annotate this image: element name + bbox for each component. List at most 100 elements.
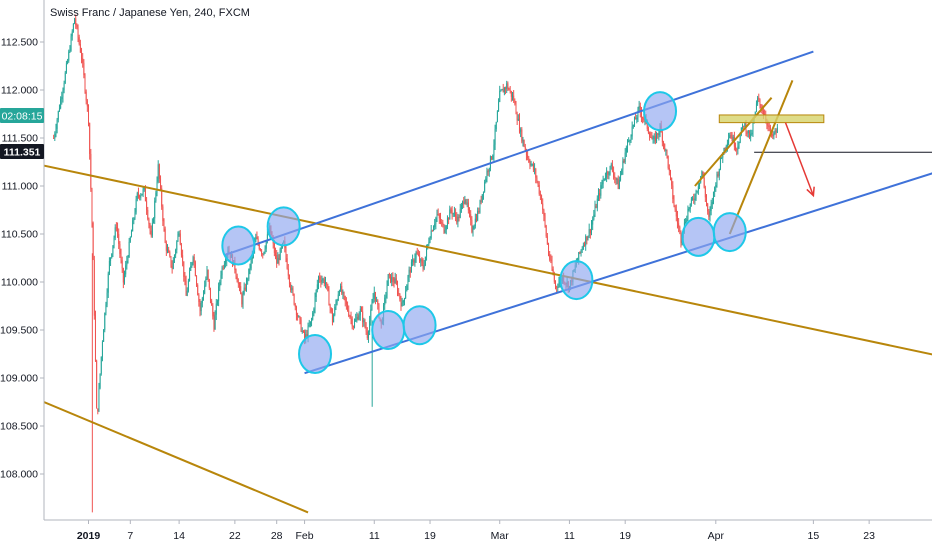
candle-body xyxy=(309,321,311,326)
candle-body xyxy=(88,106,89,124)
candle-body xyxy=(426,247,428,257)
candle-body xyxy=(220,275,222,282)
candle-body xyxy=(67,60,69,64)
candle-body xyxy=(477,210,479,221)
time-tick-label: Feb xyxy=(296,530,314,542)
candle-body xyxy=(349,315,351,317)
candle-body xyxy=(406,285,408,292)
candle-body xyxy=(83,62,85,76)
candle-body xyxy=(362,311,364,323)
candle-body xyxy=(473,226,475,230)
candle-body xyxy=(714,187,716,192)
candle-body xyxy=(475,218,477,221)
channel-line[interactable] xyxy=(224,50,814,257)
candle-body xyxy=(211,300,213,306)
candle-body xyxy=(376,300,378,302)
candle-body xyxy=(621,169,623,175)
candle-body xyxy=(603,178,605,181)
drawing-annotations[interactable] xyxy=(0,50,932,514)
trend-line[interactable] xyxy=(694,97,773,187)
highlight-circle[interactable] xyxy=(559,260,594,301)
candle-body xyxy=(158,164,160,179)
projection-arrow[interactable] xyxy=(784,122,815,196)
price-axis[interactable]: 112.500 112.000 111.500 111.000 110.500 110.0… xyxy=(0,37,44,481)
candle-body xyxy=(128,241,130,258)
candle-body xyxy=(212,305,214,317)
candle-body xyxy=(258,243,260,250)
candle-body xyxy=(199,301,201,312)
candle-body xyxy=(106,292,108,305)
candle-body xyxy=(305,334,307,340)
candle-body xyxy=(215,303,217,315)
candle-body xyxy=(261,250,263,254)
candle-body xyxy=(421,259,423,263)
highlight-circle[interactable] xyxy=(371,310,406,350)
resistance-zone-box[interactable] xyxy=(718,114,825,124)
candle-body xyxy=(759,99,761,105)
trend-line[interactable] xyxy=(0,383,309,514)
candle-body xyxy=(156,181,158,193)
candle-body xyxy=(300,319,302,332)
candle-body xyxy=(78,37,80,45)
candle-body xyxy=(306,334,308,337)
candle-body xyxy=(658,133,660,135)
candle-body xyxy=(528,157,530,162)
candle-body xyxy=(387,274,389,286)
candle-body xyxy=(184,276,186,281)
countdown-marker: 02:08:15 xyxy=(0,108,44,123)
highlight-circle[interactable] xyxy=(221,225,256,266)
candle-body xyxy=(140,195,142,198)
highlight-circle[interactable] xyxy=(266,206,301,247)
candle-body xyxy=(664,143,666,151)
time-axis[interactable]: 2019 7 14 22 28 Feb 11 19 Mar 11 19 Apr 15 23 xyxy=(77,520,875,542)
candle-body xyxy=(162,206,164,222)
candle-body xyxy=(316,284,318,290)
candle-body xyxy=(711,201,713,205)
highlight-circle[interactable] xyxy=(681,216,716,257)
candle-body xyxy=(121,260,123,269)
price-tick-label: 111.500 xyxy=(2,133,39,145)
candle-body xyxy=(665,149,667,151)
candle-body xyxy=(363,320,365,323)
candle-body xyxy=(239,283,241,287)
candle-body xyxy=(491,156,493,160)
candle-body xyxy=(452,213,454,215)
candle-body xyxy=(420,259,422,262)
candle-body xyxy=(112,245,114,254)
candle-body xyxy=(405,291,407,299)
candle-body xyxy=(768,125,770,127)
candle-body xyxy=(602,180,604,185)
candle-body xyxy=(415,252,417,259)
candle-body xyxy=(65,63,67,73)
highlight-circle[interactable] xyxy=(712,212,747,253)
candle-body xyxy=(360,308,362,312)
candle-body xyxy=(678,223,680,227)
candle-body xyxy=(620,174,622,181)
candle-body xyxy=(120,253,122,261)
candle-body xyxy=(104,312,106,330)
candle-body xyxy=(262,253,264,255)
candle-body xyxy=(462,201,464,205)
candle-body xyxy=(712,191,714,202)
highlight-circle[interactable] xyxy=(298,334,333,374)
candle-body xyxy=(729,135,731,139)
highlight-circle[interactable] xyxy=(402,305,437,346)
candle-body xyxy=(751,132,753,134)
highlight-circle[interactable] xyxy=(643,91,678,132)
candle-body xyxy=(593,214,595,220)
candle-body xyxy=(247,279,249,281)
candle-body xyxy=(718,168,720,176)
candle-body xyxy=(304,331,306,340)
trend-line[interactable] xyxy=(728,80,794,235)
candle-body xyxy=(646,119,648,129)
price-tick-label: 108.500 xyxy=(0,421,38,433)
candle-body xyxy=(347,304,349,311)
trend-line[interactable] xyxy=(0,138,932,359)
candle-body xyxy=(263,251,265,255)
candle-body xyxy=(369,320,371,332)
candle-body xyxy=(513,95,515,101)
candle-body xyxy=(592,219,594,225)
candle-body xyxy=(748,130,750,138)
candle-body xyxy=(494,128,496,145)
